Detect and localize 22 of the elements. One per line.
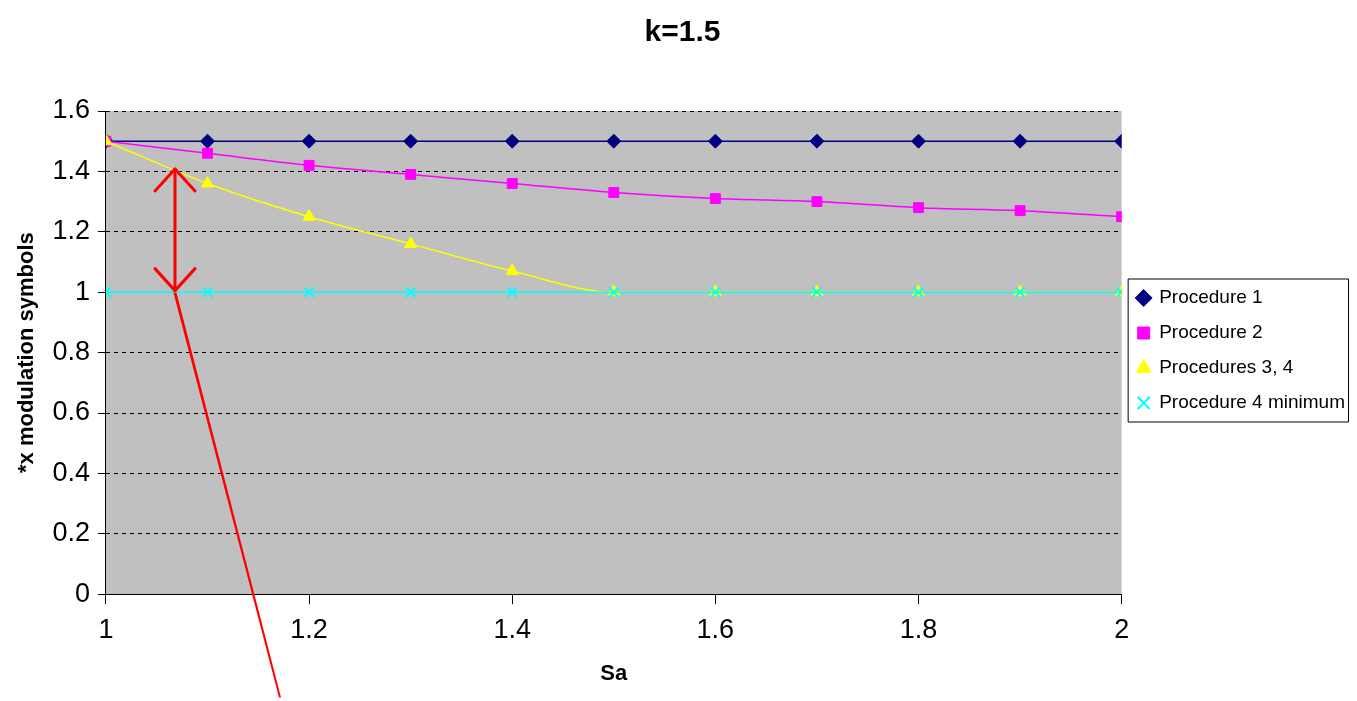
x-tick-label: 1 (98, 613, 114, 644)
y-tick-label: 1.4 (52, 154, 90, 185)
legend-label: Procedure 1 (1159, 286, 1263, 308)
x-tick-label: 1.4 (493, 613, 531, 644)
y-tick-label: 0 (74, 577, 90, 608)
legend-label: Procedures 3, 4 (1159, 356, 1294, 378)
x-tick-label: 1.8 (899, 613, 938, 644)
legend-label: Procedure 4 minimum (1159, 391, 1345, 413)
x-tick-label: 2 (1114, 613, 1130, 644)
y-tick-label: 1.6 (52, 94, 90, 125)
chart-title: k=1.5 (644, 14, 721, 48)
y-tick-label: 1.2 (52, 215, 90, 246)
y-tick-label: 0.2 (52, 517, 90, 548)
x-tick-label: 1.2 (290, 613, 328, 644)
y-tick-label: 0.4 (52, 456, 90, 487)
y-tick-label: 0.6 (52, 396, 90, 427)
y-axis-title: *x modulation symbols (13, 232, 39, 474)
y-tick-label: 1 (74, 275, 90, 306)
x-tick-label: 1.6 (696, 613, 735, 644)
y-tick-label: 0.8 (52, 336, 90, 367)
x-axis-title: Sa (600, 659, 629, 685)
legend-label: Procedure 2 (1159, 321, 1263, 343)
